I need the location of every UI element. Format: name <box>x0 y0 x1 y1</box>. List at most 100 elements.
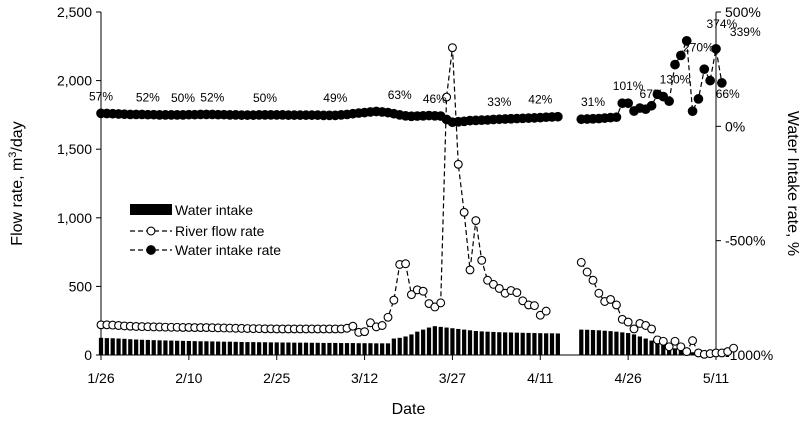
left-tick-label: 2,000 <box>57 73 92 89</box>
river-flow-point <box>377 321 387 330</box>
x-tick-label: 1/26 <box>87 370 114 386</box>
river-flow-point <box>348 321 358 331</box>
river-flow-point <box>529 301 539 311</box>
legend: Water intake River flow rate Water intake … <box>130 202 281 258</box>
water-intake-bar <box>192 341 197 355</box>
river-flow-point <box>383 312 393 322</box>
water-intake-bar <box>163 340 168 355</box>
intake-rate-point <box>693 94 704 104</box>
legend-swatch-open-marker <box>146 226 156 236</box>
water-intake-bar <box>268 342 273 355</box>
river-flow-point <box>576 257 586 267</box>
water-intake-bar <box>585 329 590 355</box>
left-tick-label: 500 <box>69 278 93 294</box>
river-flow-point <box>729 343 739 353</box>
river-flow-series <box>96 43 739 359</box>
legend-label: Water intake <box>175 202 253 218</box>
left-tick-label: 1,000 <box>57 210 92 226</box>
right-tick-label: 500% <box>725 4 761 20</box>
river-flow-point <box>682 347 692 357</box>
water-intake-bar <box>661 344 666 355</box>
water-intake-bar <box>286 342 291 355</box>
water-intake-bar <box>549 333 555 355</box>
legend-swatch-bar <box>130 204 172 215</box>
percent-label: 31% <box>581 95 605 109</box>
water-intake-bar <box>227 341 232 355</box>
river-flow-point <box>406 290 416 300</box>
intake-rate-point <box>623 98 633 109</box>
water-intake-bar <box>210 341 215 355</box>
water-intake-bar <box>491 331 496 355</box>
water-intake-bar <box>473 330 478 355</box>
river-flow-point <box>629 324 639 334</box>
river-flow-point <box>459 207 469 217</box>
water-intake-bar <box>321 342 326 355</box>
right-tick-label: -1000% <box>725 347 773 363</box>
percent-label: 33% <box>487 95 511 109</box>
x-tick-label: 4/26 <box>615 370 642 386</box>
water-intake-bar <box>391 338 396 355</box>
water-intake-bar <box>309 342 314 355</box>
percent-label: 49% <box>323 91 347 105</box>
water-intake-bar <box>98 337 104 355</box>
percent-label: 270% <box>683 41 714 55</box>
water-intake-bar <box>637 336 642 355</box>
water-intake-bar <box>333 342 338 355</box>
percent-label: 374% <box>707 17 738 31</box>
water-intake-bar <box>128 339 133 355</box>
left-tick-label: 0 <box>84 347 92 363</box>
intake-rate-point <box>646 100 657 111</box>
percent-label: 130% <box>660 73 691 87</box>
river-flow-point <box>442 92 452 102</box>
water-intake-bar <box>151 340 156 355</box>
water-intake-bar <box>432 326 437 355</box>
intake-rate-point <box>711 43 721 54</box>
water-intake-bar <box>479 331 484 355</box>
water-intake-bar <box>596 330 601 355</box>
water-intake-bar <box>532 333 537 355</box>
water-intake-bar <box>327 342 332 355</box>
water-intake-bar <box>145 339 150 355</box>
x-tick-label: 2/25 <box>263 370 290 386</box>
water-intake-bar <box>344 343 350 355</box>
water-intake-bar <box>409 334 414 355</box>
water-intake-bar <box>303 342 309 355</box>
legend-swatch-filled-marker <box>146 245 156 255</box>
intake-rate-point <box>611 112 622 123</box>
water-intake-bar <box>608 331 613 355</box>
water-intake-bar <box>426 327 432 355</box>
percent-label: 52% <box>136 90 160 104</box>
water-intake-bar <box>204 341 209 355</box>
water-intake-bar <box>421 329 426 355</box>
water-intake-bar <box>626 333 631 355</box>
axes-group: 0 500 1,000 1,500 2,000 2,500 -1000% -500% 0% 500… <box>57 4 773 386</box>
intake-rate-point <box>717 78 727 88</box>
river-flow-point <box>611 300 621 310</box>
water-intake-bar <box>233 341 238 355</box>
water-intake-bar <box>438 326 443 355</box>
river-flow-point <box>606 294 616 304</box>
water-intake-bar <box>157 340 162 355</box>
right-axis-title: Water Intake rate, % <box>784 111 801 256</box>
river-flow-point <box>465 265 475 275</box>
river-flow-point <box>494 284 504 293</box>
river-flow-point <box>588 275 598 285</box>
water-intake-bar <box>339 343 344 355</box>
percent-label: 66% <box>716 87 740 101</box>
water-intake-bar <box>655 342 660 355</box>
percent-label: 52% <box>200 90 224 104</box>
water-intake-bar <box>374 343 379 355</box>
water-intake-bar <box>380 343 385 355</box>
x-tick-label: 4/11 <box>527 370 553 386</box>
water-intake-bar <box>631 334 637 355</box>
water-intake-bar <box>444 327 449 355</box>
water-intake-bar <box>643 338 648 355</box>
water-intake-bar <box>514 332 519 355</box>
water-intake-bar <box>180 340 186 355</box>
water-intake-bar <box>280 342 285 355</box>
water-intake-bar <box>415 331 420 355</box>
river-flow-point <box>401 259 411 269</box>
x-tick-label: 3/27 <box>439 370 466 386</box>
water-intake-bar <box>385 343 391 355</box>
